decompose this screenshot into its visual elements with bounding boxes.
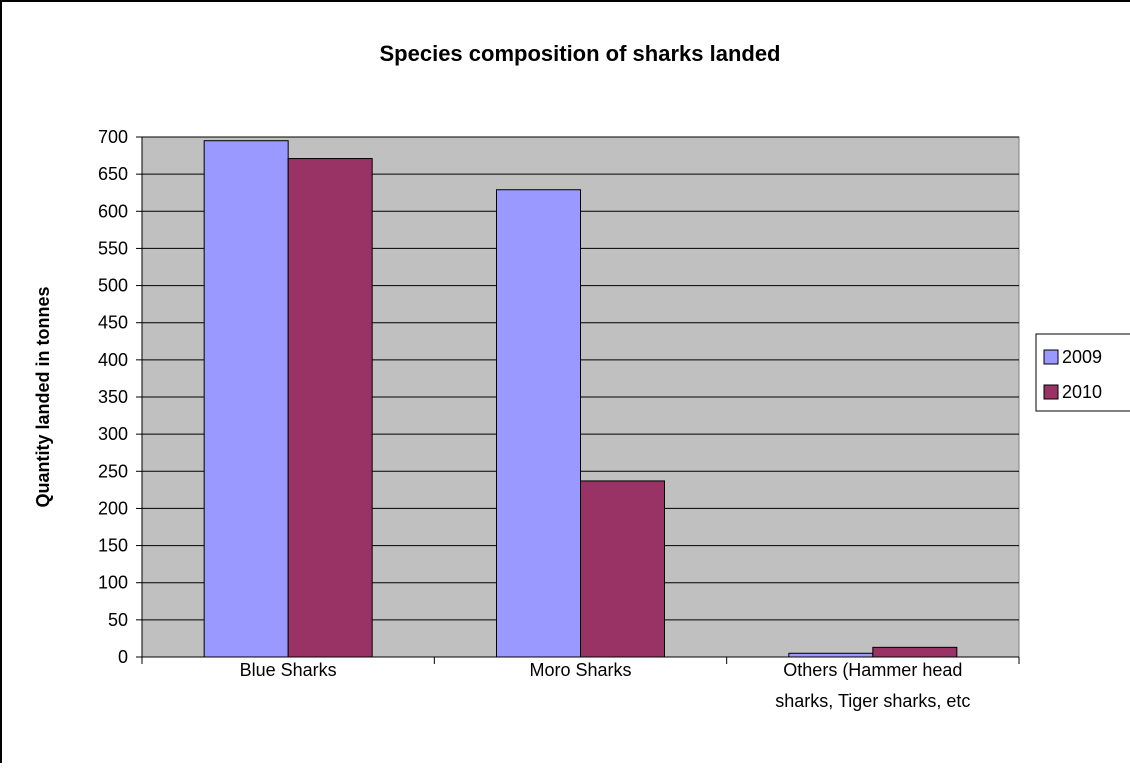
bar-2009 [496, 189, 581, 658]
y-tick-label: 0 [118, 647, 128, 667]
bar-2010 [872, 646, 958, 658]
legend-label-2010: 2010 [1062, 382, 1102, 402]
x-tick-label: Blue Sharks [240, 660, 337, 680]
x-tick-label: Others (Hammer head [783, 660, 962, 680]
y-tick-label: 500 [98, 276, 128, 296]
y-tick-label: 300 [98, 424, 128, 444]
bar-2010 [580, 480, 665, 658]
legend-label-2009: 2009 [1062, 347, 1102, 367]
y-tick-label: 200 [98, 498, 128, 518]
y-axis-label: Quantity landed in tonnes [33, 286, 53, 507]
y-tick-label: 100 [98, 573, 128, 593]
legend-swatch-2009 [1043, 349, 1059, 365]
y-tick-label: 250 [98, 461, 128, 481]
chart-title: Species composition of sharks landed [380, 41, 781, 66]
y-tick-label: 150 [98, 536, 128, 556]
y-tick-label: 700 [98, 127, 128, 147]
x-tick-label: sharks, Tiger sharks, etc [775, 691, 970, 711]
bar-2009 [788, 652, 874, 658]
y-tick-label: 650 [98, 164, 128, 184]
y-tick-label: 600 [98, 201, 128, 221]
x-axis-ticks [141, 657, 1020, 664]
y-tick-label: 550 [98, 238, 128, 258]
legend: 2009 2010 [1035, 333, 1130, 412]
bar-2009 [203, 140, 289, 658]
bars [203, 140, 958, 658]
y-tick-label: 450 [98, 313, 128, 333]
y-tick-label: 350 [98, 387, 128, 407]
x-tick-label: Moro Sharks [529, 660, 631, 680]
legend-swatch-2010 [1043, 384, 1059, 400]
x-axis-labels: Blue Sharks Moro Sharks Others (Hammer hea… [240, 660, 971, 711]
y-tick-label: 400 [98, 350, 128, 370]
y-tick-label: 50 [108, 610, 128, 630]
bar-2010 [287, 158, 373, 658]
y-axis-ticks: 0 50 100 150 200 250 300 350 400 450 500 550 600 650 7… [98, 127, 142, 667]
